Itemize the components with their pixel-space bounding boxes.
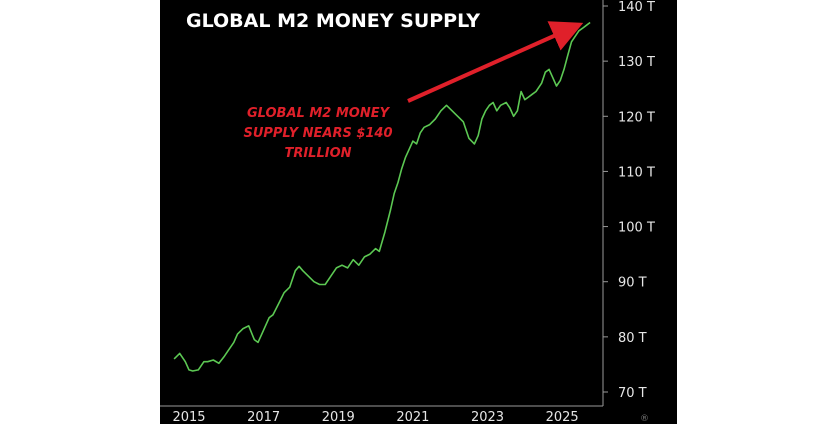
annotation-line-3: TRILLION: [284, 146, 351, 161]
m2-series-line: [173, 21, 591, 372]
y-tick-label: 110 T: [618, 165, 655, 180]
x-tick-label: 2015: [172, 410, 205, 424]
y-tick-label: 120 T: [618, 110, 655, 125]
annotation-line-1: GLOBAL M2 MONEY: [247, 106, 391, 121]
chart-panel: GLOBAL M2 MONEY SUPPLY GLOBAL M2 MONEY S…: [160, 0, 677, 424]
x-tick-label: 2023: [471, 410, 504, 424]
x-axis-ticks: 2015 2017 2019 2021 2023 2025: [172, 410, 578, 424]
x-tick-label: 2017: [247, 410, 280, 424]
y-tick-label: 140 T: [618, 0, 655, 15]
annotation-line-2: SUPPLY NEARS $140: [243, 126, 392, 141]
annotation-arrow: [407, 21, 584, 103]
y-axis-ticks: 140 T 130 T 120 T 110 T 100 T 90 T 80 T 70 T: [603, 0, 655, 401]
y-tick-label: 100 T: [618, 221, 655, 236]
chart-title: GLOBAL M2 MONEY SUPPLY: [186, 10, 480, 32]
x-tick-label: 2019: [322, 410, 355, 424]
x-tick-label: 2025: [546, 410, 579, 424]
y-tick-label: 80 T: [618, 331, 647, 346]
chart-svg: GLOBAL M2 MONEY SUPPLY GLOBAL M2 MONEY S…: [160, 0, 655, 424]
watermark: ®: [640, 414, 649, 424]
y-tick-label: 130 T: [618, 55, 655, 70]
y-tick-label: 70 T: [618, 386, 647, 401]
y-tick-label: 90 T: [618, 276, 647, 291]
x-tick-label: 2021: [396, 410, 429, 424]
